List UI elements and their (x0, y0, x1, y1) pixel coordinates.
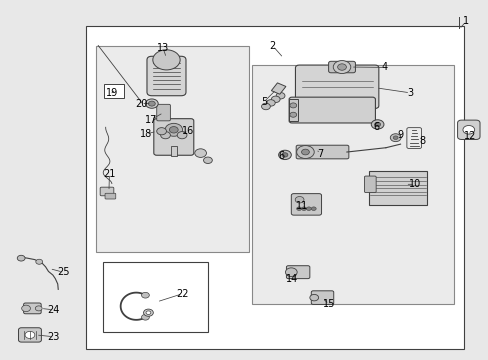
Text: 1: 1 (462, 16, 468, 26)
FancyBboxPatch shape (19, 328, 41, 342)
Circle shape (143, 309, 153, 316)
Text: 11: 11 (295, 201, 307, 211)
Text: 22: 22 (176, 289, 188, 299)
Bar (170, 145, 176, 156)
Circle shape (311, 207, 316, 211)
FancyBboxPatch shape (154, 119, 193, 155)
Circle shape (164, 123, 182, 136)
Text: 19: 19 (105, 88, 118, 98)
Text: 25: 25 (57, 267, 69, 277)
FancyBboxPatch shape (23, 303, 41, 314)
Text: 21: 21 (103, 168, 115, 179)
Circle shape (203, 157, 212, 163)
Text: 15: 15 (322, 300, 334, 310)
Text: 3: 3 (407, 88, 412, 98)
Circle shape (389, 134, 400, 141)
Bar (271, 83, 285, 94)
Circle shape (392, 136, 397, 139)
FancyBboxPatch shape (364, 176, 375, 193)
Circle shape (261, 103, 270, 110)
FancyBboxPatch shape (296, 145, 348, 159)
Circle shape (146, 311, 151, 315)
Circle shape (289, 103, 296, 108)
Text: 2: 2 (269, 41, 275, 51)
FancyBboxPatch shape (328, 61, 355, 73)
Text: 17: 17 (144, 115, 157, 125)
Circle shape (309, 294, 318, 301)
Circle shape (301, 149, 309, 155)
Bar (251, 65, 453, 304)
Text: 8: 8 (419, 136, 425, 146)
Circle shape (370, 120, 383, 129)
Circle shape (36, 259, 42, 264)
Circle shape (21, 305, 30, 312)
FancyBboxPatch shape (100, 187, 114, 196)
Circle shape (194, 149, 206, 157)
Circle shape (177, 132, 186, 139)
Circle shape (282, 153, 287, 157)
Text: 16: 16 (182, 126, 194, 135)
Circle shape (160, 132, 170, 139)
Circle shape (148, 101, 155, 106)
Bar (288, 99, 297, 121)
FancyBboxPatch shape (286, 266, 309, 279)
Circle shape (285, 268, 297, 276)
Text: 6: 6 (278, 150, 284, 161)
Text: 23: 23 (47, 332, 60, 342)
FancyBboxPatch shape (457, 120, 479, 139)
Text: 12: 12 (463, 131, 475, 141)
FancyBboxPatch shape (311, 291, 333, 305)
Text: 6: 6 (372, 122, 378, 131)
Circle shape (169, 127, 178, 133)
Bar (104, 84, 123, 98)
Circle shape (296, 145, 314, 158)
Text: 18: 18 (140, 129, 152, 139)
Circle shape (296, 207, 301, 211)
FancyBboxPatch shape (295, 65, 378, 108)
Circle shape (153, 50, 180, 70)
Circle shape (17, 255, 25, 261)
Circle shape (145, 99, 158, 108)
Circle shape (271, 96, 280, 103)
Circle shape (462, 126, 474, 134)
Circle shape (301, 207, 306, 211)
Text: 10: 10 (408, 179, 421, 189)
Circle shape (337, 64, 346, 70)
FancyBboxPatch shape (105, 193, 116, 199)
Text: 13: 13 (157, 43, 169, 53)
Circle shape (295, 197, 304, 203)
Circle shape (157, 128, 166, 135)
Text: 24: 24 (47, 305, 60, 315)
FancyBboxPatch shape (291, 194, 321, 215)
Circle shape (266, 100, 275, 106)
Circle shape (374, 122, 380, 127)
Circle shape (278, 150, 291, 159)
FancyBboxPatch shape (157, 104, 170, 121)
Circle shape (35, 306, 42, 311)
FancyBboxPatch shape (288, 97, 375, 123)
Circle shape (141, 314, 149, 320)
Bar (96, 45, 249, 252)
Bar (86, 26, 463, 348)
Circle shape (141, 292, 149, 298)
Circle shape (306, 207, 311, 211)
Text: 14: 14 (285, 274, 298, 284)
Text: 5: 5 (260, 97, 266, 107)
Circle shape (332, 60, 350, 73)
Text: 4: 4 (381, 62, 387, 72)
Bar (368, 171, 427, 205)
Text: 9: 9 (397, 130, 403, 140)
Circle shape (289, 112, 296, 117)
FancyBboxPatch shape (147, 56, 185, 96)
Circle shape (276, 93, 285, 99)
Text: 7: 7 (316, 149, 323, 159)
Text: 20: 20 (135, 99, 147, 109)
Bar (103, 262, 207, 332)
Circle shape (25, 331, 35, 338)
